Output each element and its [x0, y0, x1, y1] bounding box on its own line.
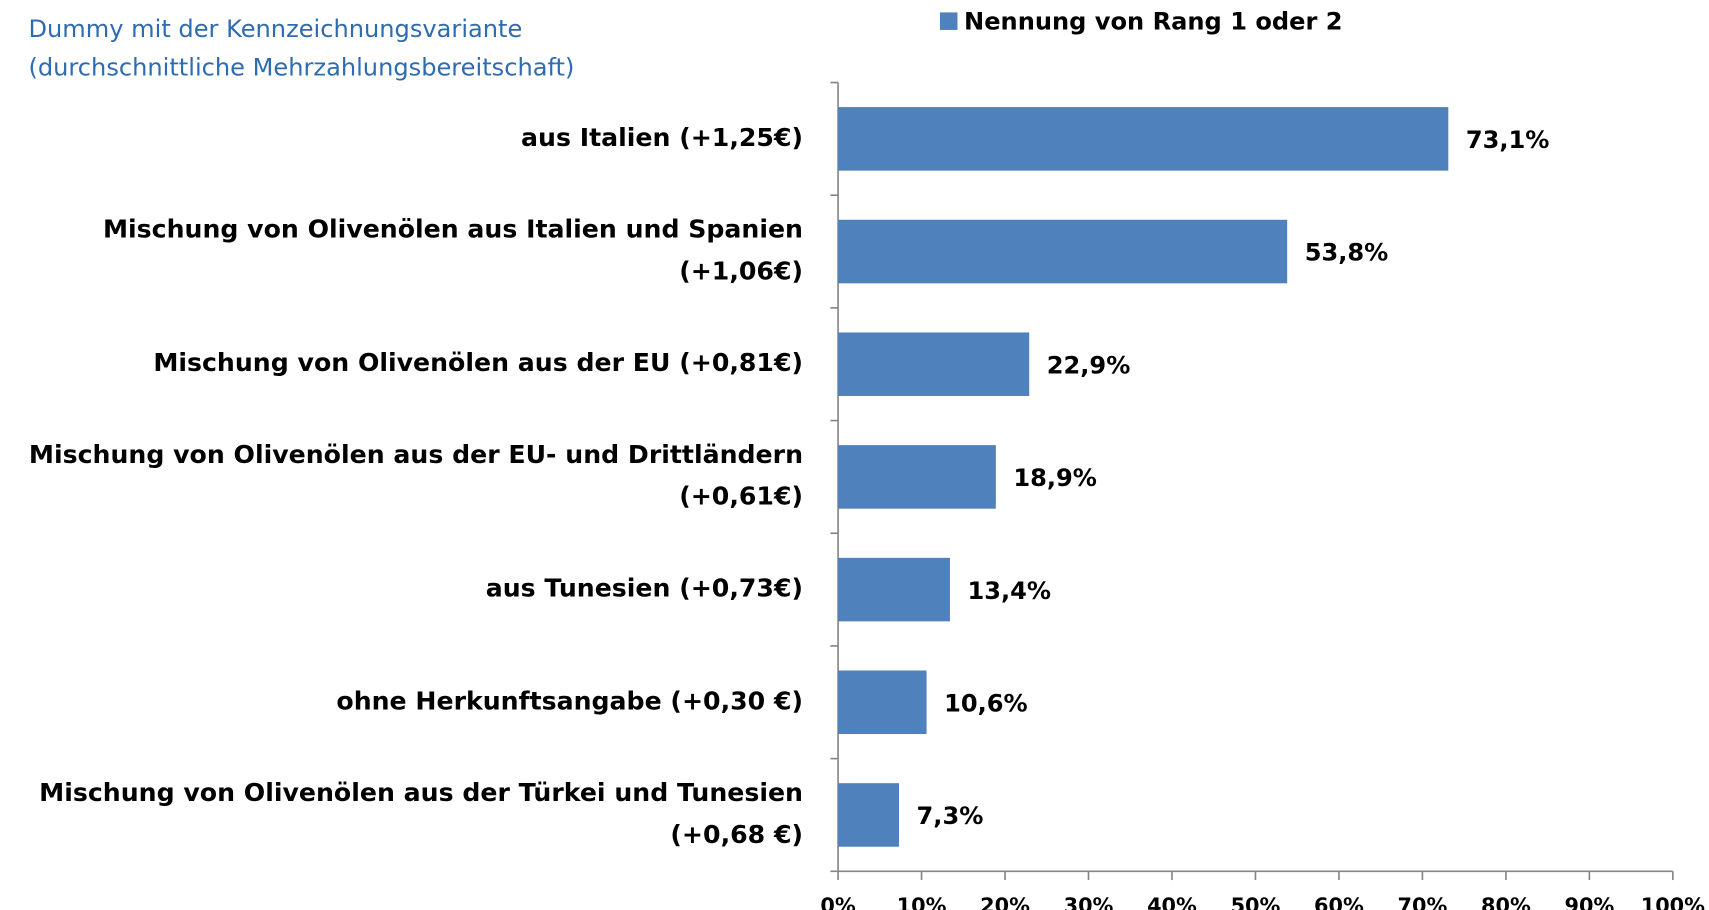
x-tick-label: 30%	[1064, 893, 1114, 910]
x-tick-label: 10%	[897, 893, 947, 910]
x-tick-label: 80%	[1481, 893, 1531, 910]
value-label: 10,6%	[944, 689, 1028, 717]
legend-swatch	[939, 12, 958, 30]
bar	[838, 783, 900, 847]
y-tick-label: Mischung von Olivenölen aus der EU (+0,8…	[153, 348, 803, 377]
x-tick-label: 100%	[1641, 893, 1705, 910]
value-label: 13,4%	[967, 577, 1051, 605]
value-label: 53,8%	[1305, 239, 1389, 267]
legend-label: Nennung von Rang 1 oder 2	[964, 7, 1342, 35]
x-tick-label: 20%	[980, 893, 1030, 910]
y-tick-label: aus Tunesien (+0,73€)	[486, 574, 803, 603]
value-label: 18,9%	[1013, 464, 1097, 492]
x-tick-label: 0%	[820, 893, 855, 910]
bar	[838, 332, 1030, 396]
bar	[838, 107, 1449, 171]
y-tick-label: (+1,06€)	[679, 256, 803, 285]
chart-title: Dummy mit der Kennzeichnungsvariante	[28, 15, 522, 43]
bar	[838, 445, 996, 509]
value-label: 7,3%	[917, 802, 984, 830]
y-tick-label: Mischung von Olivenölen aus Italien und …	[103, 215, 803, 244]
x-tick-label: 90%	[1564, 893, 1614, 910]
value-label: 22,9%	[1047, 351, 1131, 379]
chart-subtitle: (durchschnittliche Mehrzahlungsbereitsch…	[28, 53, 574, 81]
x-tick-label: 60%	[1314, 893, 1364, 910]
value-label: 73,1%	[1466, 126, 1550, 154]
x-tick-label: 40%	[1147, 893, 1197, 910]
y-tick-label: ohne Herkunftsangabe (+0,30 €)	[336, 686, 803, 715]
y-tick-label: aus Italien (+1,25€)	[521, 123, 803, 152]
x-tick-label: 70%	[1398, 893, 1448, 910]
y-tick-label: (+0,68 €)	[670, 820, 803, 849]
y-tick-label: Mischung von Olivenölen aus der Türkei u…	[39, 778, 803, 807]
bar	[838, 557, 950, 622]
bar	[838, 670, 927, 735]
x-tick-label: 50%	[1231, 893, 1281, 910]
y-tick-label: (+0,61€)	[679, 482, 803, 511]
bar	[838, 219, 1288, 284]
y-tick-label: Mischung von Olivenölen aus der EU- und …	[29, 440, 803, 469]
